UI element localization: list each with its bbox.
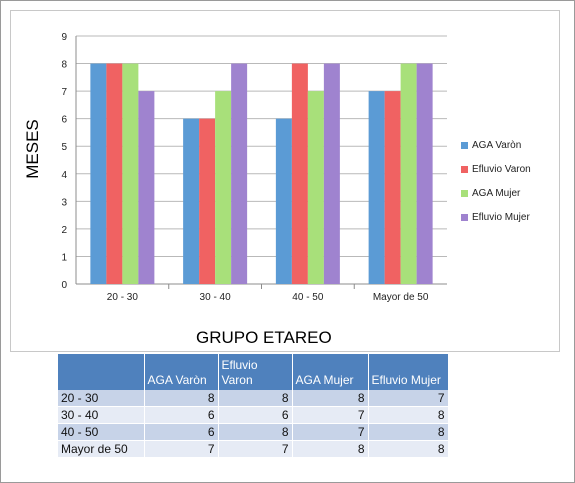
legend-item: AGA Varòn (461, 133, 531, 157)
bar (275, 118, 292, 285)
table-cell: 20 - 30 (58, 390, 145, 407)
legend-label: AGA Mujer (472, 187, 521, 199)
legend-swatch (461, 141, 468, 149)
y-tick-label: 5 (61, 142, 67, 153)
y-tick-label: 2 (61, 225, 67, 236)
legend-item: Efluvio Mujer (461, 205, 531, 229)
table-header-cell: AGA Varòn (144, 354, 219, 390)
x-tick-label: Mayor de 50 (373, 292, 429, 303)
x-tick-label: 40 - 50 (292, 292, 324, 303)
x-tick-label: 30 - 40 (200, 292, 232, 303)
table-cell: 8 (368, 406, 449, 424)
bar (183, 118, 200, 285)
table-header-cell: Efluvio Mujer (368, 354, 449, 390)
table-cell: 7 (292, 406, 369, 424)
legend-swatch (461, 165, 468, 173)
y-tick-label: 0 (61, 280, 67, 291)
table-cell: 8 (218, 423, 293, 441)
table-header-row: AGA Varòn Efluvio Varon AGA Mujer Efluvi… (58, 354, 449, 390)
table-cell: 8 (144, 390, 219, 407)
legend-label: AGA Varòn (472, 139, 522, 151)
table-cell: 6 (218, 406, 293, 424)
legend: AGA Varòn Efluvio Varon AGA Mujer Efluvi… (461, 133, 531, 229)
y-tick-label: 3 (61, 197, 67, 208)
legend-item: Efluvio Varon (461, 157, 531, 181)
y-tick-label: 6 (61, 115, 67, 126)
bar (90, 63, 107, 284)
bar (291, 63, 308, 284)
y-tick-label: 9 (61, 32, 67, 43)
table-cell: 8 (292, 440, 369, 458)
y-tick-label: 8 (61, 60, 67, 71)
table-header-cell: Efluvio Varon (218, 354, 293, 390)
bar (307, 91, 324, 284)
table-cell: 30 - 40 (58, 406, 145, 424)
x-axis-title: GRUPO ETAREO (196, 328, 332, 347)
legend-swatch (461, 213, 468, 221)
bar (231, 63, 248, 284)
bar (368, 91, 385, 284)
table-row: 20 - 30 8 8 8 7 (58, 390, 449, 407)
table-row: Mayor de 50 7 7 8 8 (58, 440, 449, 458)
bar (199, 118, 216, 285)
table-cell: 8 (292, 390, 369, 407)
table-cell: 8 (218, 390, 293, 407)
table-cell: 7 (218, 440, 293, 458)
table-header-cell: AGA Mujer (292, 354, 369, 390)
bar (323, 63, 340, 284)
table-header-cell (58, 354, 145, 390)
y-tick-label: 4 (61, 170, 67, 181)
bar (400, 63, 417, 284)
x-tick-label: 20 - 30 (107, 292, 139, 303)
table-row: 40 - 50 6 8 7 8 (58, 423, 449, 441)
bar (106, 63, 123, 284)
table-cell: 7 (292, 423, 369, 441)
y-axis-title-text: MESES (23, 119, 42, 179)
legend-label: Efluvio Varon (472, 163, 531, 175)
table-cell: 8 (368, 423, 449, 441)
bar (215, 91, 232, 284)
table-row: 30 - 40 6 6 7 8 (58, 406, 449, 424)
bar (122, 63, 139, 284)
y-axis-title: MESES (13, 109, 53, 189)
table-cell: 6 (144, 406, 219, 424)
bar-chart: 0 1 2 3 4 5 6 7 8 9 20 - 30 30 - 40 40 - 50 Mayor de … (61, 32, 447, 303)
table-cell: 7 (144, 440, 219, 458)
table-cell: Mayor de 50 (58, 440, 145, 458)
chart-area: 0 1 2 3 4 5 6 7 8 9 20 - 30 30 - 40 40 - 50 Mayor de … (10, 10, 560, 352)
y-tick-label: 1 (61, 252, 67, 263)
y-tick-label: 7 (61, 87, 67, 98)
bar (416, 63, 433, 284)
legend-item: AGA Mujer (461, 181, 531, 205)
table-cell: 7 (368, 390, 449, 407)
bar (384, 91, 401, 284)
bar (138, 91, 155, 284)
table-cell: 40 - 50 (58, 423, 145, 441)
data-table: AGA Varòn Efluvio Varon AGA Mujer Efluvi… (58, 354, 449, 458)
legend-label: Efluvio Mujer (472, 211, 530, 223)
table-cell: 6 (144, 423, 219, 441)
legend-swatch (461, 189, 468, 197)
table-cell: 8 (368, 440, 449, 458)
